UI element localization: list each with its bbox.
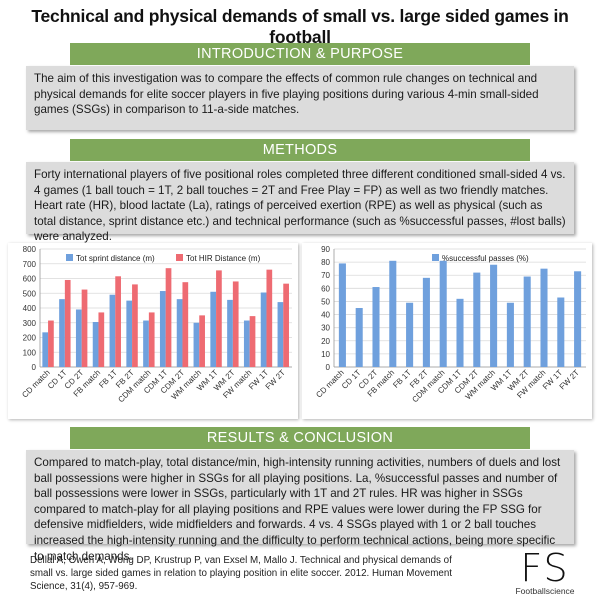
y-tick-label: 40 xyxy=(321,311,330,320)
legend-label: Tot HIR Distance (m) xyxy=(186,254,261,263)
intro-heading: INTRODUCTION & PURPOSE xyxy=(70,43,530,65)
bar-tot-sprint-distance-m- xyxy=(92,322,99,367)
bar-tot-sprint-distance-m- xyxy=(126,300,133,367)
y-tick-label: 50 xyxy=(321,297,330,306)
bar-tot-sprint-distance-m- xyxy=(210,291,217,367)
page-title: Technical and physical demands of small … xyxy=(31,6,569,47)
bar--successful-passes- xyxy=(473,272,481,367)
y-tick-label: 60 xyxy=(321,284,330,293)
bar--successful-passes- xyxy=(506,302,514,367)
bar-tot-hir-distance-m- xyxy=(98,312,105,367)
bar-tot-hir-distance-m- xyxy=(132,284,138,367)
bar-tot-hir-distance-m- xyxy=(232,281,239,367)
bar-tot-hir-distance-m- xyxy=(283,283,289,367)
y-tick-label: 0 xyxy=(326,363,331,372)
y-tick-label: 200 xyxy=(23,334,37,343)
bar--successful-passes- xyxy=(355,308,363,367)
y-tick-label: 30 xyxy=(321,324,330,333)
bar-tot-hir-distance-m- xyxy=(165,268,172,367)
bar-tot-hir-distance-m- xyxy=(64,279,71,367)
y-tick-label: 80 xyxy=(321,258,330,267)
y-tick-label: 10 xyxy=(321,350,330,359)
methods-heading: METHODS xyxy=(70,139,530,161)
bar-tot-hir-distance-m- xyxy=(266,269,273,367)
passes-chart: 0 10 20 30 40 50 60 70 80 90 CD match CD 1T CD 2T FB … xyxy=(302,243,592,419)
bar-tot-sprint-distance-m- xyxy=(109,294,116,367)
y-tick-label: 400 xyxy=(23,304,37,313)
bar-tot-sprint-distance-m- xyxy=(42,332,49,367)
y-tick-label: 90 xyxy=(321,245,330,254)
legend-label: Tot sprint distance (m) xyxy=(76,254,155,263)
y-tick-label: 300 xyxy=(23,319,37,328)
y-tick-label: 700 xyxy=(23,260,37,269)
bar-tot-sprint-distance-m- xyxy=(243,320,250,367)
legend-label: %successful passes (%) xyxy=(442,254,529,263)
distance-chart: 0 100 200 300 400 500 600 700 800 CD match CD 1T CD… xyxy=(8,243,298,419)
bar--successful-passes- xyxy=(422,277,430,367)
bar-tot-sprint-distance-m- xyxy=(277,302,284,367)
y-tick-label: 500 xyxy=(23,289,37,298)
bar--successful-passes- xyxy=(490,264,498,367)
bar-tot-hir-distance-m- xyxy=(81,289,88,367)
y-tick-label: 600 xyxy=(23,275,37,284)
bar-tot-hir-distance-m- xyxy=(115,276,121,367)
bar--successful-passes- xyxy=(372,287,380,367)
y-tick-label: 100 xyxy=(23,348,37,357)
bar--successful-passes- xyxy=(523,276,531,367)
reference-citation: Dellal A, Owen A, Wong DP, Krustrup P, v… xyxy=(30,555,453,592)
bar-tot-sprint-distance-m- xyxy=(193,322,200,367)
bar-tot-sprint-distance-m- xyxy=(227,299,233,367)
bar-tot-hir-distance-m- xyxy=(182,282,189,367)
legend-swatch xyxy=(176,254,183,261)
bar--successful-passes- xyxy=(389,260,397,367)
bar-tot-hir-distance-m- xyxy=(216,270,222,367)
bar-tot-sprint-distance-m- xyxy=(75,309,82,367)
bar--successful-passes- xyxy=(406,302,414,367)
results-text: Compared to match-play, total distance/m… xyxy=(26,450,574,563)
footballscience-logo: FS Footballscience xyxy=(500,548,590,596)
intro-text: The aim of this investigation was to com… xyxy=(26,66,574,130)
y-tick-label: 70 xyxy=(321,271,330,280)
results-heading: RESULTS & CONCLUSION xyxy=(70,427,530,449)
bar--successful-passes- xyxy=(574,271,582,367)
logo-mark: FS xyxy=(520,546,570,590)
y-tick-label: 800 xyxy=(23,245,37,254)
bar-tot-sprint-distance-m- xyxy=(59,299,65,367)
bar-tot-hir-distance-m- xyxy=(48,320,54,367)
bar-tot-sprint-distance-m- xyxy=(143,320,149,367)
bar--successful-passes- xyxy=(439,260,447,367)
logo-subtitle: Footballscience xyxy=(515,586,575,596)
legend-swatch xyxy=(432,254,439,261)
bar-tot-sprint-distance-m- xyxy=(260,292,267,367)
bar-tot-sprint-distance-m- xyxy=(176,299,183,367)
y-tick-label: 0 xyxy=(32,363,37,372)
legend-swatch xyxy=(66,254,73,261)
methods-text: Forty international players of five posi… xyxy=(26,162,574,243)
bar-tot-hir-distance-m- xyxy=(148,312,155,367)
bar-tot-hir-distance-m- xyxy=(249,316,256,367)
y-tick-label: 20 xyxy=(321,337,330,346)
bar-tot-hir-distance-m- xyxy=(199,315,205,367)
bar--successful-passes- xyxy=(557,297,565,367)
bar-tot-sprint-distance-m- xyxy=(159,291,166,367)
bar--successful-passes- xyxy=(456,298,464,367)
bar--successful-passes- xyxy=(338,263,346,367)
bar--successful-passes- xyxy=(540,268,548,367)
